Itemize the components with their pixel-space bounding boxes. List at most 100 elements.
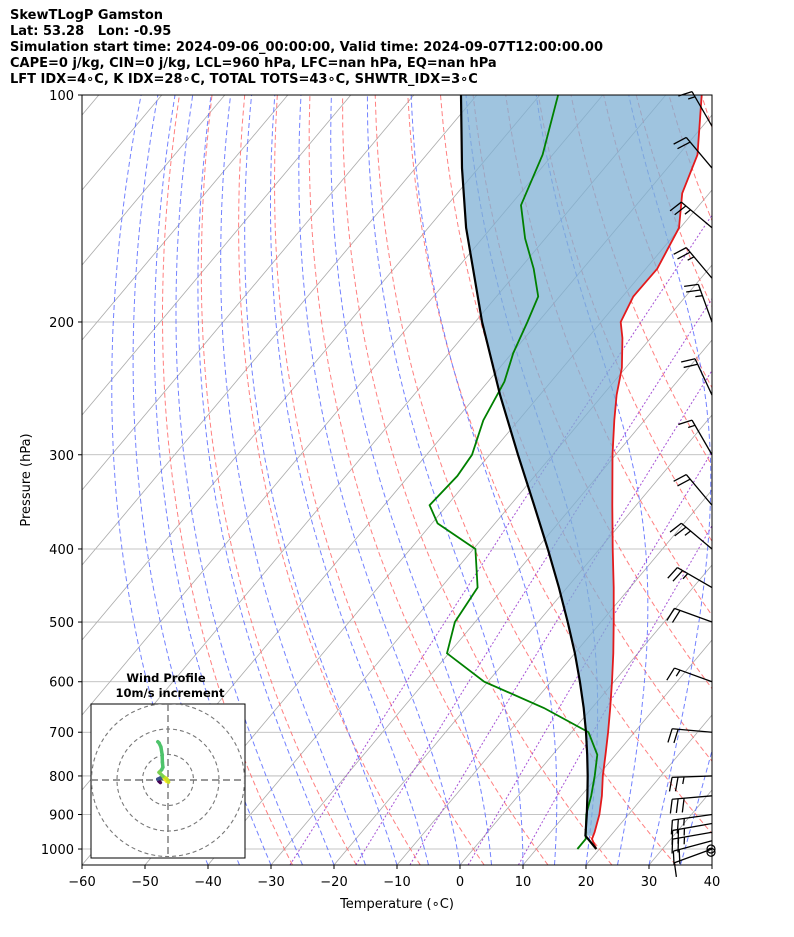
dry-adiabat: [537, 95, 712, 543]
moist-adiabat: [628, 95, 712, 865]
barb-flag: [674, 205, 687, 216]
time-line: Simulation start time: 2024-09-06_00:00:…: [10, 40, 603, 55]
barb-flag: [668, 777, 673, 792]
y-tick-label: 300: [49, 449, 74, 464]
wind-barb: [671, 822, 713, 845]
barb-flag: [674, 526, 687, 537]
barb-staff: [691, 419, 713, 456]
barb-staff: [677, 566, 713, 589]
barb-staff: [674, 607, 713, 623]
moist-adiabat: [711, 863, 712, 865]
x-tick-label: −50: [131, 875, 158, 890]
wind-barb: [667, 728, 713, 744]
isotherm-line: [82, 95, 478, 566]
y-tick-label: 500: [49, 616, 74, 631]
y-tick-label: 200: [49, 316, 74, 331]
wind-barb: [672, 840, 713, 866]
barb-flag: [673, 862, 678, 877]
isotherm-line: [775, 95, 794, 865]
barb-flag: [667, 567, 678, 579]
calm-circle: [706, 847, 716, 857]
barb-staff: [672, 775, 713, 778]
barb-staff: [685, 247, 713, 279]
barb-staff: [691, 91, 713, 127]
barb-flag: [670, 820, 674, 835]
isotherm-line: [459, 564, 712, 865]
isotherm-line: [82, 95, 415, 491]
y-tick-label: 400: [49, 543, 74, 558]
isotherm-line: [585, 714, 712, 865]
barb-flag: [672, 570, 684, 582]
barb-staff: [680, 522, 713, 550]
inset-title: Wind Profile: [126, 671, 206, 685]
chart-title: SkewTLogP Gamston: [10, 8, 164, 23]
y-tick-label: 600: [49, 676, 74, 691]
x-tick-label: −30: [257, 875, 284, 890]
barb-flag: [677, 829, 680, 844]
wind-barb: [669, 795, 713, 814]
isotherm-line: [82, 95, 289, 341]
barb-half-flag: [695, 295, 703, 298]
barb-half-flag: [675, 669, 681, 677]
mixing-ratio-line: [409, 369, 712, 865]
barb-flag: [683, 363, 698, 369]
x-axis: −60 −50 −40 −30 −20 −10 0 10 20 30 40: [68, 865, 720, 890]
moist-adiabat: [270, 95, 429, 865]
barb-staff: [672, 822, 713, 832]
barb-half-flag: [682, 776, 685, 785]
barb-staff: [694, 358, 713, 396]
x-tick-label: −10: [383, 875, 410, 890]
moist-adiabat: [298, 95, 461, 865]
dewpoint-line: [428, 95, 599, 850]
wind-barb: [669, 201, 713, 229]
isotherm-line: [333, 414, 712, 865]
moist-adiabat: [535, 95, 649, 865]
dry-adiabat: [162, 95, 293, 865]
isotherm-line: [82, 95, 226, 266]
wind-barb: [673, 848, 713, 877]
barb-flag: [677, 478, 691, 487]
cape-line: CAPE=0 j/kg, CIN=0 j/kg, LCL=960 hPa, LF…: [10, 56, 497, 71]
barb-flag: [675, 798, 679, 814]
barb-flag: [669, 799, 673, 814]
y-axis-label: Pressure (hPa): [19, 433, 34, 526]
isotherm-line: [82, 95, 541, 641]
x-tick-label: −20: [320, 875, 347, 890]
barb-flag: [671, 830, 674, 845]
barb-flag: [667, 728, 673, 743]
isotherm-line: [144, 189, 712, 865]
x-tick-label: 30: [641, 875, 658, 890]
wind-barb: [670, 813, 713, 835]
moist-adiabat: [153, 95, 272, 865]
wind-barb: [680, 358, 713, 396]
moist-adiabat: [410, 95, 558, 865]
y-tick-label: 900: [49, 809, 74, 824]
barb-flag: [677, 141, 691, 150]
profile-lines: [428, 95, 703, 850]
wind-barb: [666, 607, 713, 623]
x-tick-label: −60: [68, 875, 95, 890]
x-tick-label: 20: [578, 875, 595, 890]
moist-adiabat: [366, 95, 524, 865]
barb-staff: [680, 201, 713, 229]
wind-barb: [668, 775, 713, 792]
wind-barb: [678, 419, 713, 456]
mixing-ratio-line: [289, 214, 712, 865]
barb-flag: [673, 729, 679, 744]
x-tick-label: 10: [515, 875, 532, 890]
wind-barb: [678, 90, 713, 127]
isotherm-line: [711, 864, 712, 865]
barb-flag: [666, 608, 675, 621]
location-line: Lat: 53.28 Lon: -0.95: [10, 24, 172, 39]
y-tick-label: 1000: [41, 843, 74, 858]
barb-staff: [697, 284, 713, 323]
barb-flag: [680, 358, 696, 363]
barb-staff: [672, 813, 713, 821]
isotherm-line: [396, 489, 712, 865]
moist-adiabat: [197, 95, 335, 865]
barb-half-flag: [687, 256, 695, 261]
moist-adiabat: [244, 95, 398, 865]
